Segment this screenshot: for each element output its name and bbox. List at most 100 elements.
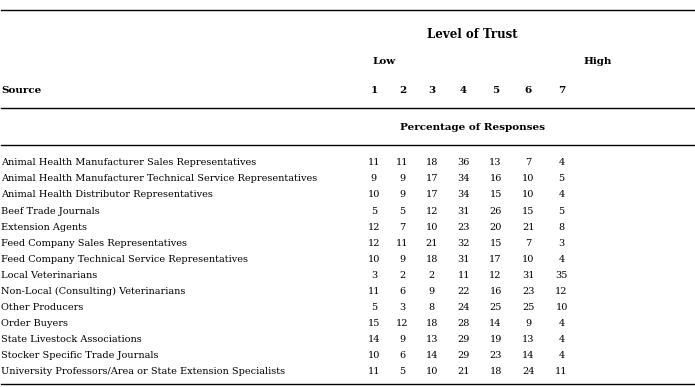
Text: 35: 35	[555, 271, 568, 280]
Text: 8: 8	[559, 223, 564, 231]
Text: Animal Health Distributor Representatives: Animal Health Distributor Representative…	[1, 190, 213, 199]
Text: 9: 9	[400, 190, 405, 199]
Text: 21: 21	[425, 239, 438, 248]
Text: 2: 2	[400, 271, 405, 280]
Text: 15: 15	[489, 239, 502, 248]
Text: 13: 13	[522, 335, 534, 344]
Text: 4: 4	[559, 255, 564, 264]
Text: 23: 23	[457, 223, 470, 231]
Text: 28: 28	[457, 319, 470, 328]
Text: 21: 21	[457, 367, 470, 376]
Text: Percentage of Responses: Percentage of Responses	[400, 123, 545, 132]
Text: 22: 22	[457, 287, 470, 296]
Text: 29: 29	[457, 351, 470, 360]
Text: 12: 12	[368, 223, 380, 231]
Text: 14: 14	[368, 335, 380, 344]
Text: 31: 31	[457, 207, 470, 216]
Text: 3: 3	[371, 271, 377, 280]
Text: 17: 17	[425, 175, 438, 183]
Text: 5: 5	[400, 367, 405, 376]
Text: 10: 10	[522, 175, 534, 183]
Text: 25: 25	[489, 303, 502, 312]
Text: 10: 10	[522, 255, 534, 264]
Text: Low: Low	[373, 57, 395, 67]
Text: 9: 9	[400, 255, 405, 264]
Text: 5: 5	[559, 175, 564, 183]
Text: 18: 18	[425, 255, 438, 264]
Text: 13: 13	[425, 335, 438, 344]
Text: 17: 17	[425, 190, 438, 199]
Text: State Livestock Associations: State Livestock Associations	[1, 335, 142, 344]
Text: 17: 17	[489, 255, 502, 264]
Text: 11: 11	[396, 158, 409, 167]
Text: Level of Trust: Level of Trust	[427, 28, 518, 41]
Text: 9: 9	[400, 335, 405, 344]
Text: 6: 6	[525, 86, 532, 96]
Text: 9: 9	[400, 175, 405, 183]
Text: 11: 11	[457, 271, 470, 280]
Text: 5: 5	[400, 207, 405, 216]
Text: 26: 26	[489, 207, 502, 216]
Text: 4: 4	[559, 319, 564, 328]
Text: 7: 7	[525, 239, 531, 248]
Text: 11: 11	[396, 239, 409, 248]
Text: Feed Company Technical Service Representatives: Feed Company Technical Service Represent…	[1, 255, 248, 264]
Text: 1: 1	[370, 86, 377, 96]
Text: Source: Source	[1, 86, 42, 96]
Text: 34: 34	[457, 175, 470, 183]
Text: 18: 18	[425, 319, 438, 328]
Text: 2: 2	[429, 271, 434, 280]
Text: 29: 29	[457, 335, 470, 344]
Text: 15: 15	[489, 190, 502, 199]
Text: 18: 18	[489, 367, 502, 376]
Text: 12: 12	[425, 207, 438, 216]
Text: 3: 3	[400, 303, 405, 312]
Text: 36: 36	[457, 158, 470, 167]
Text: University Professors/Area or State Extension Specialists: University Professors/Area or State Exte…	[1, 367, 286, 376]
Text: 23: 23	[489, 351, 502, 360]
Text: 4: 4	[559, 158, 564, 167]
Text: 10: 10	[368, 190, 380, 199]
Text: Animal Health Manufacturer Technical Service Representatives: Animal Health Manufacturer Technical Ser…	[1, 175, 318, 183]
Text: 10: 10	[555, 303, 568, 312]
Text: 2: 2	[399, 86, 406, 96]
Text: 11: 11	[368, 287, 380, 296]
Text: 11: 11	[368, 158, 380, 167]
Text: 8: 8	[429, 303, 434, 312]
Text: 32: 32	[457, 239, 470, 248]
Text: 14: 14	[425, 351, 438, 360]
Text: 31: 31	[457, 255, 470, 264]
Text: 10: 10	[425, 223, 438, 231]
Text: 9: 9	[525, 319, 531, 328]
Text: 31: 31	[522, 271, 534, 280]
Text: Animal Health Manufacturer Sales Representatives: Animal Health Manufacturer Sales Represe…	[1, 158, 256, 167]
Text: Feed Company Sales Representatives: Feed Company Sales Representatives	[1, 239, 188, 248]
Text: 5: 5	[371, 207, 377, 216]
Text: 16: 16	[489, 175, 502, 183]
Text: 19: 19	[489, 335, 502, 344]
Text: 14: 14	[522, 351, 534, 360]
Text: 25: 25	[522, 303, 534, 312]
Text: 15: 15	[522, 207, 534, 216]
Text: Other Producers: Other Producers	[1, 303, 84, 312]
Text: 24: 24	[522, 367, 534, 376]
Text: 6: 6	[400, 351, 405, 360]
Text: 10: 10	[425, 367, 438, 376]
Text: Beef Trade Journals: Beef Trade Journals	[1, 207, 100, 216]
Text: 6: 6	[400, 287, 405, 296]
Text: 7: 7	[525, 158, 531, 167]
Text: 4: 4	[559, 335, 564, 344]
Text: 4: 4	[460, 86, 467, 96]
Text: Extension Agents: Extension Agents	[1, 223, 88, 231]
Text: 10: 10	[368, 351, 380, 360]
Text: 20: 20	[489, 223, 502, 231]
Text: 12: 12	[555, 287, 568, 296]
Text: 24: 24	[457, 303, 470, 312]
Text: 7: 7	[400, 223, 405, 231]
Text: 5: 5	[559, 207, 564, 216]
Text: 18: 18	[425, 158, 438, 167]
Text: 15: 15	[368, 319, 380, 328]
Text: Stocker Specific Trade Journals: Stocker Specific Trade Journals	[1, 351, 159, 360]
Text: 4: 4	[559, 190, 564, 199]
Text: 3: 3	[559, 239, 564, 248]
